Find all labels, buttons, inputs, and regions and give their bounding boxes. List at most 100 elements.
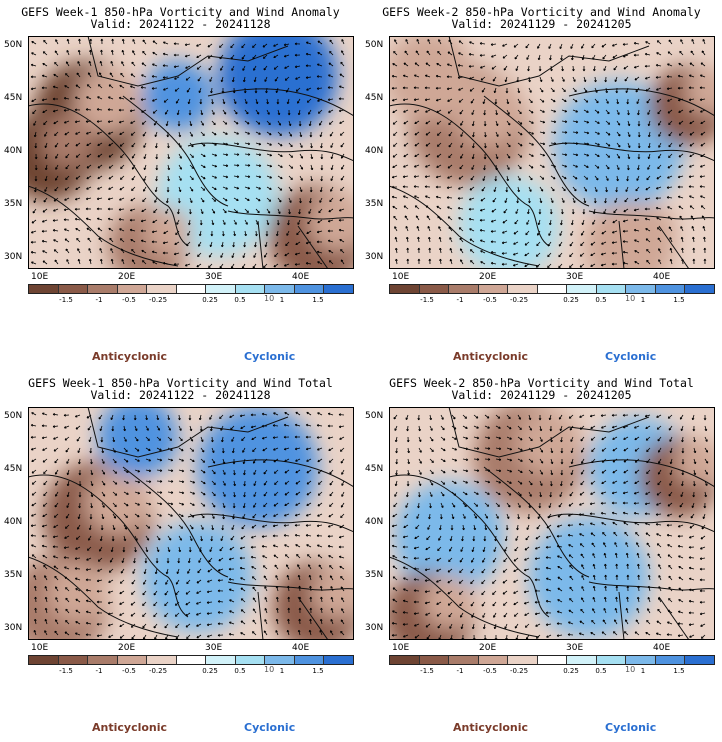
wind-arrow xyxy=(211,491,216,497)
wind-arrow-head xyxy=(483,157,487,160)
wind-arrow-head xyxy=(468,53,472,56)
wind-arrow-head xyxy=(317,99,320,102)
wind-arrow-head xyxy=(201,450,205,453)
wind-arrow xyxy=(263,630,268,636)
wind-arrow xyxy=(691,226,695,232)
wind-arrow-head xyxy=(405,236,409,240)
wind-arrow-head xyxy=(476,436,480,440)
wind-arrow xyxy=(624,197,629,203)
wind-arrow xyxy=(64,566,70,570)
wind-arrow xyxy=(616,175,619,181)
wind-arrow-head xyxy=(125,460,129,463)
wind-arrow xyxy=(108,634,114,638)
wind-arrow xyxy=(255,208,260,214)
wind-arrow xyxy=(407,458,410,464)
wind-arrow-head xyxy=(436,155,440,158)
wind-arrow xyxy=(645,186,651,191)
wind-arrow-head xyxy=(41,544,45,548)
wind-arrow xyxy=(209,414,213,420)
wind-arrow-head xyxy=(585,100,589,103)
wind-arrow-head xyxy=(549,495,553,498)
wind-arrow xyxy=(328,98,334,101)
wind-arrow xyxy=(33,197,37,203)
wind-arrow-head xyxy=(108,96,111,99)
wind-arrow xyxy=(231,65,235,71)
wind-arrow xyxy=(211,186,217,190)
wind-arrow xyxy=(550,480,552,487)
wind-arrow-head xyxy=(338,425,342,429)
wind-arrow-head xyxy=(30,240,33,244)
wind-arrow xyxy=(330,186,334,192)
wind-arrow-head xyxy=(459,592,462,595)
wind-arrow xyxy=(340,619,345,625)
wind-arrow xyxy=(459,601,464,607)
wind-arrow-head xyxy=(503,68,507,71)
wind-arrow xyxy=(677,623,684,625)
wind-arrow-head xyxy=(44,167,48,171)
wind-arrow xyxy=(211,502,216,508)
wind-arrow-head xyxy=(75,609,78,613)
wind-arrow-head xyxy=(655,186,659,190)
wind-arrow xyxy=(645,491,651,495)
wind-arrow xyxy=(42,208,48,213)
wind-arrow xyxy=(145,546,148,552)
wind-arrow-head xyxy=(647,123,651,127)
wind-arrow-head xyxy=(78,484,82,487)
wind-arrow-head xyxy=(569,254,572,258)
wind-arrow-head xyxy=(328,74,331,77)
wind-arrow xyxy=(75,142,81,147)
wind-arrow-head xyxy=(254,91,258,94)
wind-arrow xyxy=(656,533,662,537)
wind-arrow-head xyxy=(30,63,34,67)
wind-arrow xyxy=(211,513,215,519)
wind-arrow-head xyxy=(561,68,564,72)
wind-arrow-head xyxy=(391,534,394,538)
wind-arrow-head xyxy=(201,200,205,203)
wind-arrow xyxy=(328,447,334,451)
wind-arrow-head xyxy=(498,447,502,451)
wind-arrow xyxy=(340,631,345,636)
wind-arrow-head xyxy=(253,505,256,508)
wind-arrow-head xyxy=(284,459,287,462)
wind-arrow-head xyxy=(159,458,163,462)
wind-arrow-head xyxy=(526,57,529,60)
wind-arrow-head xyxy=(413,612,417,615)
wind-arrow-head xyxy=(436,614,440,617)
wind-arrow xyxy=(656,491,662,496)
wind-arrow-head xyxy=(527,211,530,215)
wind-arrow-head xyxy=(667,216,671,219)
wind-arrow xyxy=(571,458,574,464)
wind-arrow xyxy=(623,251,629,254)
wind-arrow-head xyxy=(328,122,332,125)
wind-arrow-head xyxy=(155,178,158,182)
wind-arrow xyxy=(101,480,106,486)
wind-arrow-head xyxy=(42,62,45,66)
wind-arrow xyxy=(648,153,651,159)
wind-arrow-head xyxy=(257,210,260,214)
wind-arrow-head xyxy=(264,619,267,622)
wind-arrow xyxy=(211,120,216,126)
wind-arrow-head xyxy=(501,241,505,245)
wind-arrow-head xyxy=(677,622,681,626)
wind-arrow xyxy=(484,414,490,419)
wind-arrow xyxy=(440,469,446,474)
wind-arrow-head xyxy=(34,189,37,193)
wind-arrow xyxy=(200,131,205,136)
wind-arrow-head xyxy=(557,515,561,518)
wind-arrow xyxy=(648,120,651,126)
wind-arrow-head xyxy=(392,165,395,168)
wind-arrow-head xyxy=(329,199,332,203)
wind-arrow xyxy=(32,564,37,570)
vorticity-blob xyxy=(389,36,474,121)
wind-arrow-head xyxy=(129,218,132,222)
wind-arrow-head xyxy=(657,482,660,486)
wind-arrow-head xyxy=(41,74,45,78)
wind-arrow xyxy=(274,252,279,257)
wind-arrow xyxy=(515,65,519,71)
wind-arrow xyxy=(634,480,640,484)
panel-title: GEFS Week-1 850-hPa Vorticity and Wind T… xyxy=(28,376,333,390)
wind-arrow xyxy=(517,153,523,158)
wind-arrow-head xyxy=(402,611,406,614)
wind-arrow-head xyxy=(493,549,497,552)
wind-arrow-head xyxy=(392,576,396,579)
